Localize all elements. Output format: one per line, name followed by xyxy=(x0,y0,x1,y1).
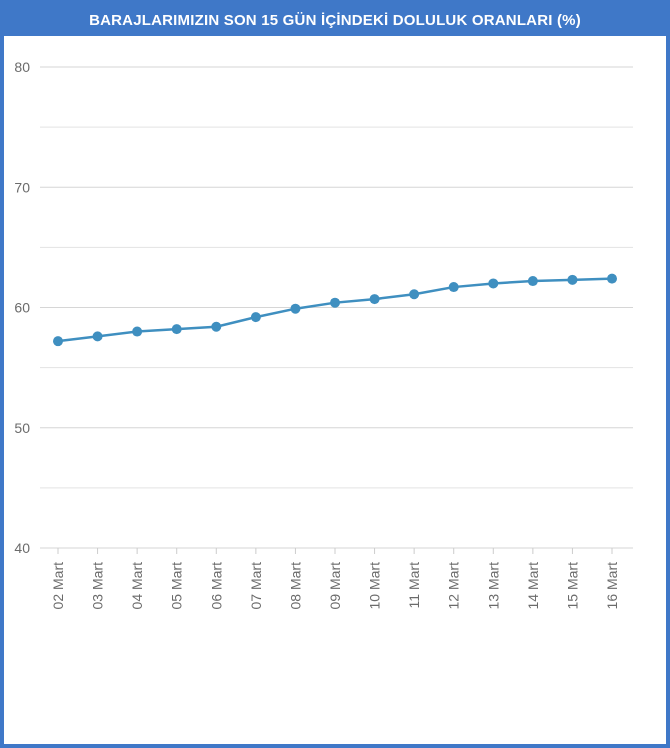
x-tick-label: 16 Mart xyxy=(604,562,620,610)
y-axis: 40 50 60 70 80 xyxy=(14,59,30,556)
x-tick-label: 08 Mart xyxy=(287,562,303,610)
x-tick-label: 05 Mart xyxy=(169,562,185,610)
data-point[interactable] xyxy=(250,312,261,323)
data-point[interactable] xyxy=(211,321,222,332)
x-tick-label: 12 Mart xyxy=(446,562,462,610)
y-tick-label: 80 xyxy=(14,59,30,75)
chart-title: BARAJLARIMIZIN SON 15 GÜN İÇİNDEKİ DOLUL… xyxy=(4,4,666,36)
data-point[interactable] xyxy=(607,273,617,284)
y-tick-label: 40 xyxy=(14,540,30,556)
y-tick-label: 50 xyxy=(14,420,30,436)
data-point[interactable] xyxy=(132,326,143,337)
data-point[interactable] xyxy=(53,336,63,347)
x-tick-label: 15 Mart xyxy=(564,562,580,610)
data-point[interactable] xyxy=(448,282,459,293)
x-tick-label: 03 Mart xyxy=(90,562,106,610)
series xyxy=(53,273,617,347)
data-point[interactable] xyxy=(290,303,301,314)
x-tick-label: 07 Mart xyxy=(248,562,264,610)
x-tick-label: 13 Mart xyxy=(485,562,501,610)
x-tick-label: 11 Mart xyxy=(406,562,422,609)
x-axis: 02 Mart 03 Mart 04 Mart 05 Mart 06 Mart 07 Ma… xyxy=(50,548,620,609)
data-point[interactable] xyxy=(409,289,420,300)
gridlines xyxy=(40,66,633,549)
x-tick-label: 09 Mart xyxy=(327,562,343,610)
data-point[interactable] xyxy=(488,278,499,289)
data-point[interactable] xyxy=(527,276,538,287)
y-tick-label: 70 xyxy=(14,179,30,195)
x-tick-label: 04 Mart xyxy=(129,562,145,610)
x-tick-label: 10 Mart xyxy=(367,562,383,610)
data-point[interactable] xyxy=(369,294,380,305)
data-point[interactable] xyxy=(567,274,578,285)
data-point[interactable] xyxy=(92,331,103,342)
data-point[interactable] xyxy=(330,297,340,308)
x-tick-label: 14 Mart xyxy=(525,562,541,610)
y-tick-label: 60 xyxy=(14,300,30,316)
x-tick-label: 02 Mart xyxy=(50,562,66,610)
data-point[interactable] xyxy=(171,324,182,335)
x-tick-label: 06 Mart xyxy=(208,562,224,610)
